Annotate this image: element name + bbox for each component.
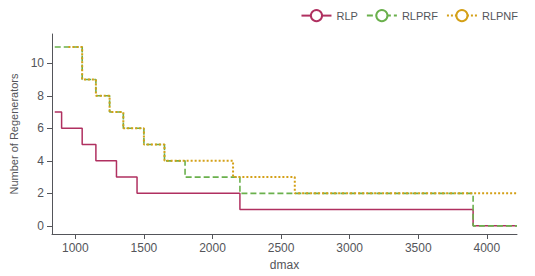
svg-text:RLP: RLP	[336, 10, 357, 22]
svg-text:2500: 2500	[268, 241, 295, 255]
svg-text:4: 4	[37, 154, 44, 168]
svg-text:Number of Regenerators: Number of Regenerators	[8, 73, 20, 195]
svg-text:8: 8	[37, 89, 44, 103]
svg-text:2: 2	[37, 186, 44, 200]
svg-text:RLPRF: RLPRF	[402, 10, 438, 22]
svg-text:1000: 1000	[62, 241, 89, 255]
svg-text:10: 10	[31, 56, 45, 70]
svg-text:RLPNF: RLPNF	[482, 10, 518, 22]
svg-text:dmax: dmax	[270, 258, 299, 272]
svg-text:1500: 1500	[131, 241, 158, 255]
svg-text:3500: 3500	[405, 241, 432, 255]
svg-text:3000: 3000	[336, 241, 363, 255]
svg-text:2000: 2000	[199, 241, 226, 255]
svg-text:0: 0	[37, 219, 44, 233]
svg-text:6: 6	[37, 121, 44, 135]
svg-text:4000: 4000	[473, 241, 500, 255]
